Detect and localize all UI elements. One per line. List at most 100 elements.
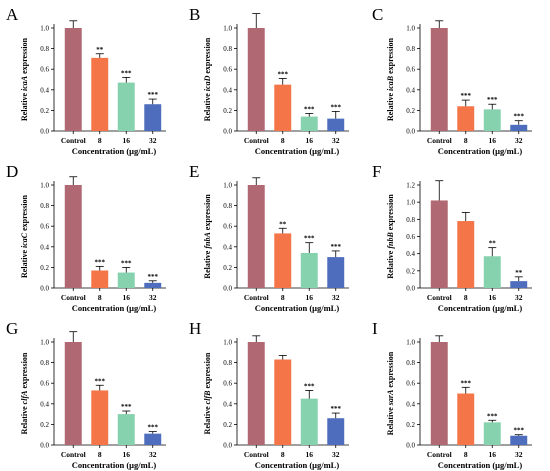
bar-control <box>430 200 448 288</box>
y-tick-label: 0.0 <box>40 285 49 293</box>
panel-d: D Relative icaC expression 0.0 0.2 0.4 0.6 0.8… <box>6 162 166 313</box>
significance-label: *** <box>304 105 315 113</box>
y-tick-label: 0.8 <box>40 202 49 210</box>
y-axis-title-suffix: expression <box>203 37 212 75</box>
y-tick-label: 0.8 <box>406 359 415 367</box>
significance-label: *** <box>461 379 472 387</box>
x-axis-title: Concentration (μg/mL) <box>255 460 340 470</box>
y-axis-title-gene: icaB <box>386 75 395 91</box>
y-tick-label: 0.0 <box>406 285 415 293</box>
x-category-label: 32 <box>149 293 157 302</box>
panel-c: C Relative icaB expression 0.0 0.2 0.4 0.6 0.8… <box>372 5 532 156</box>
y-axis-title-suffix: expression <box>20 352 29 390</box>
y-axis-title-prefix: Relative <box>20 404 29 434</box>
y-axis-title-gene: fnbA <box>203 232 212 249</box>
y-tick-label: 0.2 <box>223 421 232 429</box>
x-category-label: 8 <box>98 293 102 302</box>
y-tick-label: 0.4 <box>40 243 49 251</box>
bar-32 <box>510 124 528 131</box>
x-category-label: 8 <box>464 136 468 145</box>
x-category-label: 32 <box>515 293 523 302</box>
y-tick-label: 0.0 <box>223 285 232 293</box>
bar-32 <box>510 435 528 445</box>
y-tick-label: 0.0 <box>406 442 415 450</box>
bar-8 <box>274 84 292 131</box>
significance-label: *** <box>148 91 159 99</box>
significance-label: *** <box>121 403 132 411</box>
significance-label: *** <box>304 235 315 243</box>
y-axis-title-suffix: expression <box>20 37 29 75</box>
x-category-label: 8 <box>464 293 468 302</box>
bar-8 <box>457 221 475 288</box>
x-category-label: 32 <box>332 450 340 459</box>
bar-32 <box>327 257 345 288</box>
panel-i: I Relative sarA expression 0.0 0.2 0.4 0.6 0.8… <box>372 319 532 470</box>
y-tick-label: 0.2 <box>223 107 232 115</box>
y-axis-title-suffix: expression <box>386 194 395 232</box>
y-tick-label: 0.6 <box>40 223 49 231</box>
y-tick-label: 0.2 <box>40 421 49 429</box>
y-tick-label: 0.4 <box>223 400 232 408</box>
y-tick-label: 0.4 <box>40 86 49 94</box>
x-category-label: 8 <box>281 293 285 302</box>
panel-letter: C <box>372 5 383 24</box>
bar-16 <box>300 116 318 131</box>
significance-label: *** <box>148 424 159 432</box>
x-category-label: 8 <box>98 450 102 459</box>
y-tick-label: 1.2 <box>406 182 415 190</box>
y-tick-label: 0.8 <box>223 45 232 53</box>
significance-label: *** <box>148 273 159 281</box>
y-tick-label: 0.2 <box>40 264 49 272</box>
x-axis-title: Concentration (μg/mL) <box>438 460 523 470</box>
y-tick-label: 0.8 <box>406 216 415 224</box>
y-axis-title-gene: clfA <box>20 390 29 404</box>
bar-8 <box>274 359 292 445</box>
y-axis-title: Relative clfB expression <box>203 352 212 434</box>
y-axis-title: Relative fnbB expression <box>386 194 395 279</box>
bar-control <box>64 185 82 288</box>
y-axis-title-prefix: Relative <box>20 248 29 278</box>
y-tick-label: 1.0 <box>40 182 49 190</box>
bar-16 <box>117 272 135 288</box>
significance-label: *** <box>331 243 342 251</box>
x-category-label: Control <box>244 450 269 459</box>
x-category-label: 16 <box>489 293 497 302</box>
y-axis-title-gene: fnbB <box>386 232 395 249</box>
x-category-label: 32 <box>515 136 523 145</box>
significance-label: *** <box>461 92 472 100</box>
panel-letter: D <box>6 162 18 181</box>
bar-16 <box>117 82 135 131</box>
y-tick-label: 0.2 <box>406 421 415 429</box>
panel-h: H Relative clfB expression 0.0 0.2 0.4 0.6 0.8… <box>189 319 349 470</box>
significance-label: *** <box>514 427 525 435</box>
significance-label: *** <box>331 103 342 111</box>
y-tick-label: 0.6 <box>223 223 232 231</box>
y-axis-title: Relative icaC expression <box>20 194 29 278</box>
x-category-label: 32 <box>332 293 340 302</box>
y-axis-title: Relative sarA expression <box>386 351 395 435</box>
y-tick-label: 0.2 <box>223 264 232 272</box>
bar-16 <box>300 252 318 288</box>
significance-label: *** <box>121 69 132 77</box>
x-category-label: Control <box>244 136 269 145</box>
x-category-label: Control <box>427 136 452 145</box>
y-tick-label: 0.4 <box>406 86 415 94</box>
x-category-label: 32 <box>332 136 340 145</box>
y-axis-title-prefix: Relative <box>386 405 395 435</box>
y-axis-title: Relative clfA expression <box>20 352 29 434</box>
bar-control <box>247 28 265 131</box>
bar-32 <box>510 281 528 288</box>
y-tick-label: 0.4 <box>406 400 415 408</box>
bar-control <box>247 342 265 445</box>
panel-letter: A <box>6 5 19 24</box>
bar-32 <box>327 418 345 445</box>
bar-8 <box>457 106 475 131</box>
significance-label: ** <box>279 220 287 228</box>
significance-label: ** <box>515 269 523 277</box>
y-tick-label: 1.0 <box>40 339 49 347</box>
x-category-label: 32 <box>149 450 157 459</box>
bar-32 <box>144 104 162 131</box>
bar-16 <box>117 414 135 445</box>
y-tick-label: 0.6 <box>40 380 49 388</box>
y-tick-label: 0.6 <box>406 233 415 241</box>
